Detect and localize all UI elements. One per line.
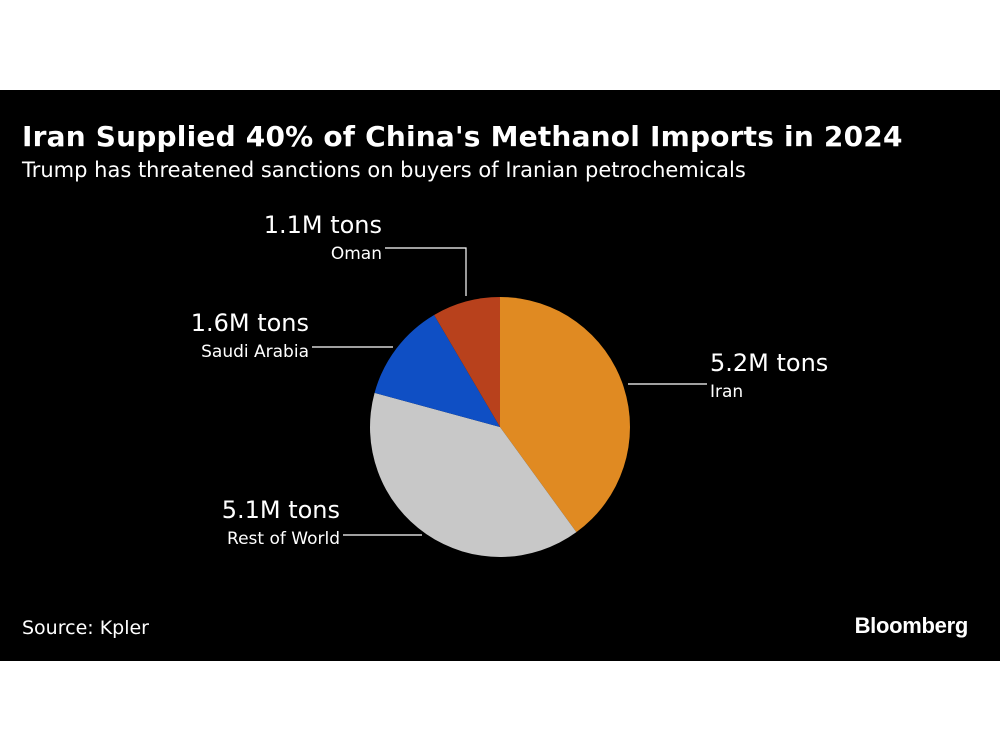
pie-slices (370, 297, 630, 557)
pie-slice-rest-of-world (370, 392, 577, 557)
slice-category-label: Saudi Arabia (201, 342, 309, 362)
leader-line-oman (385, 247, 467, 296)
chart-title: Iran Supplied 40% of China's Methanol Im… (22, 120, 903, 153)
chart-subtitle: Trump has threatened sanctions on buyers… (22, 158, 746, 182)
slice-value-label: 1.6M tons (191, 309, 309, 337)
pie-slice-iran (500, 297, 630, 533)
slice-value-label: 1.1M tons (264, 211, 382, 239)
pie-chart: 5.2M tons Iran 5.1M tons Rest of World 1.6M … (191, 211, 829, 557)
pie-slice-saudi-arabia (374, 314, 500, 427)
source-note: Source: Kpler (22, 617, 149, 639)
slice-category-label: Rest of World (227, 529, 340, 549)
slice-category-label: Oman (331, 244, 382, 264)
leader-lines (312, 247, 707, 536)
slice-labels: 5.2M tons Iran 5.1M tons Rest of World 1.6M … (191, 211, 829, 549)
bloomberg-logo: Bloomberg (854, 613, 969, 638)
slice-value-label: 5.2M tons (710, 349, 828, 377)
slice-value-label: 5.1M tons (222, 496, 340, 524)
slice-category-label: Iran (710, 382, 743, 402)
chart-panel: Iran Supplied 40% of China's Methanol Im… (0, 90, 1000, 661)
pie-slice-oman (434, 297, 500, 427)
